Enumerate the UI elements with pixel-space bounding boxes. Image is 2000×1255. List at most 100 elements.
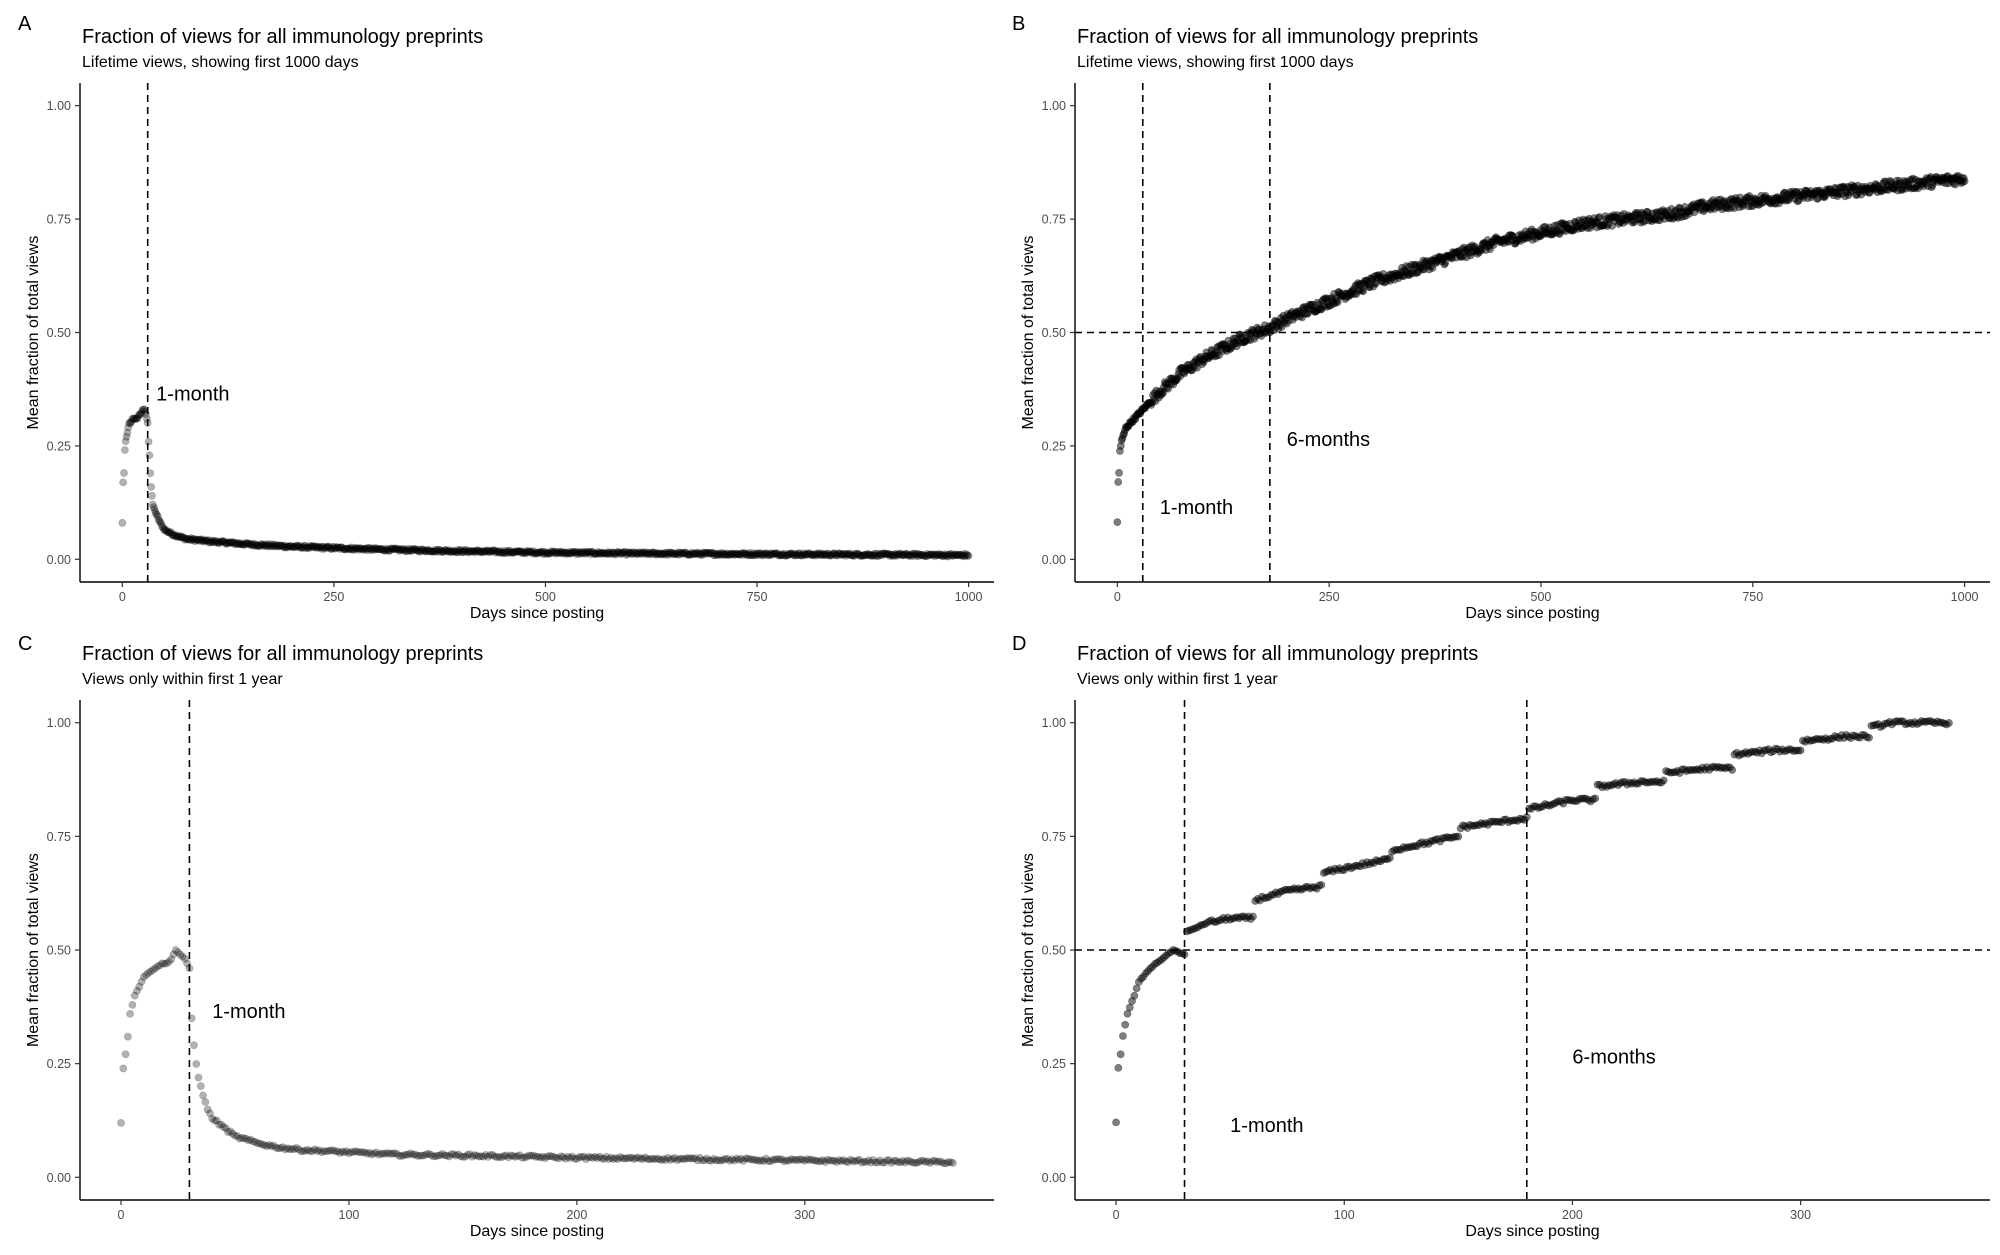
data-point [713,551,722,560]
data-point [585,548,594,557]
data-point [664,548,673,557]
data-point [577,549,586,558]
x-tick-label: 300 [1790,1208,1811,1222]
data-point [123,1032,132,1041]
data-point [335,543,343,552]
x-tick-label: 1000 [1951,590,1979,604]
data-point [732,549,741,558]
data-point [346,545,354,553]
data-point [257,540,266,549]
data-point [120,469,128,477]
data-point [654,549,662,558]
data-point [1132,984,1141,993]
data-point [782,551,791,560]
data-point [502,547,511,556]
data-point [525,547,534,556]
data-point [203,537,211,545]
data-point [1796,746,1805,755]
panel-letter: D [1012,633,1026,655]
y-axis-title: Mean fraction of total views [25,236,42,430]
data-point [679,549,688,557]
data-point [759,549,767,558]
data-point [454,548,463,557]
data-point [374,544,383,553]
data-point [747,550,756,559]
data-point [760,550,769,558]
data-point [219,537,227,545]
data-point [722,550,731,559]
data-point [352,544,361,553]
data-point [123,428,132,437]
data-point [605,548,613,557]
data-point [651,548,660,557]
data-point [224,538,232,547]
data-point [281,543,290,552]
data-point [300,541,309,550]
y-tick-label: 0.75 [1042,213,1066,227]
data-point [547,547,556,556]
data-point [130,414,139,423]
data-point [688,549,697,558]
data-point [779,551,788,559]
data-point [810,550,819,559]
data-point [232,540,241,549]
data-point [642,550,651,559]
data-point [175,533,183,542]
data-point [719,551,728,559]
data-point [181,536,189,544]
data-point [754,551,763,559]
data-point [469,547,478,555]
data-point [378,544,387,553]
data-point [704,549,713,558]
data-point [532,548,541,557]
data-point [592,549,601,558]
data-point [236,539,244,548]
data-point [699,549,708,558]
data-point [255,542,264,550]
data-point [479,547,488,556]
data-point [506,548,515,557]
data-point [387,544,396,553]
data-point [563,549,572,558]
data-point [714,549,723,558]
data-point [670,550,678,558]
data-point [417,545,425,554]
data-point [121,1050,130,1059]
data-point [160,525,169,534]
data-point [425,547,434,556]
data-point [715,550,723,559]
data-point [119,1064,128,1073]
data-point [274,541,283,550]
data-point [655,549,664,558]
data-point [186,535,194,544]
data-point [197,535,205,544]
data-point [557,549,566,558]
data-point [438,548,447,556]
data-point [163,527,172,536]
data-point [1121,1020,1130,1029]
data-point [723,549,732,558]
data-point [610,548,618,557]
data-point [284,542,293,551]
data-point [778,550,787,559]
data-point [198,536,207,545]
data-point [384,547,393,555]
data-point [221,539,230,547]
data-point [535,548,544,557]
data-point [467,547,476,556]
data-point [694,550,703,559]
data-point [649,548,657,557]
data-point [294,542,303,551]
data-point [158,522,166,531]
data-point [661,548,670,557]
data-point [550,547,559,556]
y-tick-label: 0.75 [47,830,71,844]
data-point [716,549,725,557]
data-point [1317,881,1326,889]
data-point [226,538,235,547]
data-point [244,539,253,548]
data-point [555,549,563,558]
data-point [446,548,455,557]
data-point [622,548,631,557]
data-point [195,535,204,544]
